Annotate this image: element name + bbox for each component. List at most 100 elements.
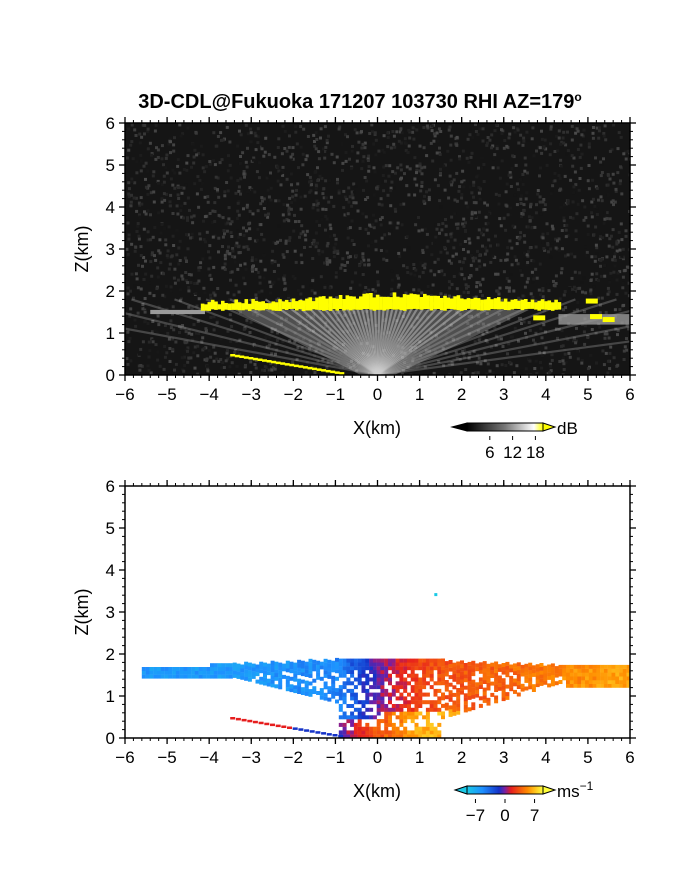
noise-pixel bbox=[358, 226, 362, 230]
velocity-pixel bbox=[494, 661, 499, 666]
noise-pixel bbox=[613, 264, 617, 268]
noise-pixel bbox=[248, 227, 252, 231]
noise-pixel bbox=[396, 344, 400, 348]
velocity-pixel bbox=[482, 668, 487, 673]
noise-pixel bbox=[598, 237, 602, 241]
velocity-pixel bbox=[501, 681, 506, 686]
noise-pixel bbox=[242, 327, 246, 331]
velocity-pixel bbox=[259, 661, 264, 666]
velocity-pixel bbox=[460, 690, 464, 695]
noise-pixel bbox=[438, 231, 441, 235]
noise-pixel bbox=[602, 221, 606, 225]
noise-pixel bbox=[283, 147, 287, 150]
noise-pixel bbox=[216, 176, 220, 180]
noise-pixel bbox=[368, 223, 372, 227]
noise-pixel bbox=[419, 354, 423, 358]
velocity-pixel bbox=[452, 666, 457, 671]
noise-pixel bbox=[413, 360, 417, 364]
velocity-pixel bbox=[596, 676, 601, 681]
noise-pixel bbox=[549, 127, 553, 131]
noise-pixel bbox=[334, 237, 338, 241]
velocity-pixel bbox=[376, 700, 381, 705]
velocity-pixel bbox=[418, 692, 423, 697]
noise-pixel bbox=[173, 171, 177, 175]
noise-pixel bbox=[364, 286, 368, 289]
velocity-pixel bbox=[316, 691, 321, 695]
noise-pixel bbox=[618, 182, 622, 186]
noise-pixel bbox=[606, 371, 610, 375]
noise-pixel bbox=[273, 155, 277, 159]
noise-pixel bbox=[138, 132, 142, 136]
velocity-pixel bbox=[581, 680, 586, 684]
noise-pixel bbox=[377, 202, 381, 206]
velocity-pixel bbox=[380, 685, 385, 690]
noise-pixel bbox=[254, 267, 258, 271]
velocity-pixel bbox=[410, 670, 415, 674]
noise-pixel bbox=[178, 331, 181, 334]
velocity-x-axis-label: X(km) bbox=[353, 781, 401, 801]
velocity-colorbar-left-arrow bbox=[453, 785, 468, 795]
noise-pixel bbox=[336, 322, 340, 326]
noise-pixel bbox=[566, 234, 570, 238]
noise-pixel bbox=[288, 150, 292, 154]
beam-ray bbox=[358, 299, 379, 375]
noise-pixel bbox=[196, 344, 200, 348]
noise-pixel bbox=[625, 265, 629, 269]
velocity-pixel bbox=[418, 662, 423, 667]
noise-pixel bbox=[622, 349, 626, 353]
noise-pixel bbox=[539, 166, 542, 170]
velocity-pixel bbox=[357, 707, 362, 712]
noise-pixel bbox=[146, 238, 150, 242]
noise-pixel bbox=[364, 227, 368, 231]
noise-pixel bbox=[524, 197, 528, 201]
noise-pixel bbox=[395, 274, 399, 278]
velocity-pixel bbox=[388, 681, 392, 686]
noise-pixel bbox=[549, 247, 553, 251]
velocity-pixel bbox=[361, 662, 366, 667]
velocity-pixel bbox=[308, 658, 313, 663]
velocity-pixel bbox=[350, 715, 355, 720]
noise-pixel bbox=[366, 159, 370, 162]
velocity-pixel bbox=[365, 715, 370, 720]
noise-pixel bbox=[567, 351, 571, 355]
noise-pixel bbox=[517, 339, 520, 343]
noise-pixel bbox=[212, 131, 216, 135]
noise-pixel bbox=[412, 137, 416, 141]
velocity-pixel bbox=[395, 673, 400, 678]
velocity-pixel bbox=[372, 700, 377, 705]
velocity-pixel bbox=[365, 666, 370, 671]
velocity-pixel bbox=[361, 685, 366, 690]
noise-pixel bbox=[163, 247, 167, 250]
noise-pixel bbox=[586, 179, 590, 183]
noise-pixel bbox=[204, 240, 207, 244]
noise-pixel bbox=[262, 238, 266, 242]
noise-pixel bbox=[590, 211, 594, 215]
y-tick-label: 1 bbox=[106, 324, 115, 343]
noise-pixel bbox=[159, 231, 163, 235]
noise-pixel bbox=[182, 168, 186, 171]
noise-pixel bbox=[155, 287, 159, 291]
velocity-pixel bbox=[585, 668, 589, 673]
velocity-pixel bbox=[210, 670, 214, 675]
noise-pixel bbox=[433, 260, 437, 264]
noise-pixel bbox=[163, 198, 167, 202]
noise-pixel bbox=[395, 226, 399, 230]
noise-pixel bbox=[575, 339, 578, 343]
noise-pixel bbox=[137, 263, 140, 267]
noise-pixel bbox=[317, 157, 321, 161]
noise-pixel bbox=[497, 312, 501, 316]
cloud-pixel bbox=[436, 295, 440, 309]
velocity-pixel bbox=[342, 734, 347, 738]
velocity-pixel bbox=[316, 675, 321, 680]
cloud-pixel bbox=[483, 299, 488, 311]
cloud-pixel bbox=[315, 297, 319, 310]
cloud-pixel bbox=[503, 298, 508, 310]
y-tick-label: 4 bbox=[106, 561, 115, 580]
noise-pixel bbox=[612, 123, 616, 127]
velocity-pixel bbox=[236, 674, 241, 679]
velocity-pixel bbox=[410, 688, 415, 693]
velocity-pixel bbox=[407, 662, 411, 667]
noise-pixel bbox=[442, 364, 446, 368]
velocity-pixel bbox=[308, 666, 313, 671]
noise-pixel bbox=[379, 197, 383, 201]
